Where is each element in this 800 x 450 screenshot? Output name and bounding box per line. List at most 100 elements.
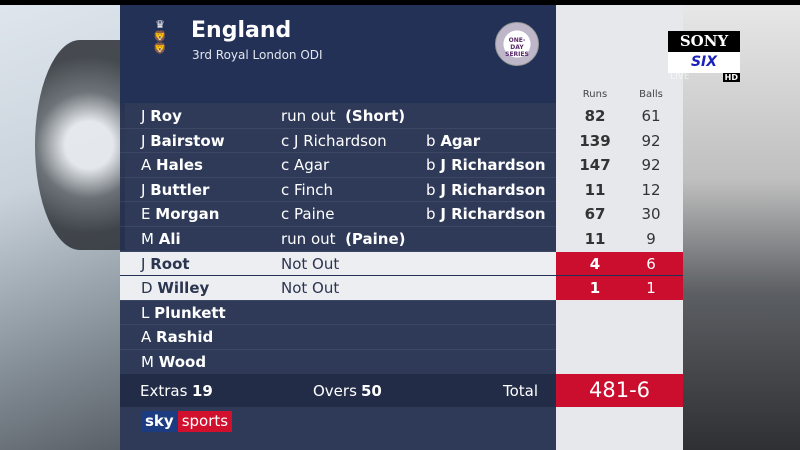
balls-value: 92 bbox=[641, 131, 661, 150]
batter-initial: A bbox=[141, 328, 152, 347]
batter-row: E Morgan c Paine b J Richardson 67 30 bbox=[120, 202, 683, 227]
bowler-name: J Richardson bbox=[440, 156, 546, 175]
batter-name: M Wood bbox=[141, 353, 206, 371]
dismissal: run out (Short) bbox=[281, 107, 405, 125]
balls-value: 12 bbox=[641, 180, 661, 199]
batter-row: M Wood bbox=[120, 350, 683, 375]
runs-value: 1 bbox=[589, 279, 601, 298]
batter-name: E Morgan bbox=[141, 205, 219, 223]
runs-value: 147 bbox=[579, 156, 611, 175]
dismissal: c Paine bbox=[281, 205, 339, 223]
batter-initial: A bbox=[141, 156, 152, 175]
sony-text: SONY bbox=[668, 31, 740, 52]
dismissal-text: Not Out bbox=[281, 254, 340, 273]
series-badge-logo: ONE-DAY SERIES bbox=[495, 22, 539, 66]
overs-label: Overs bbox=[313, 382, 357, 400]
background-stadium-left bbox=[0, 0, 125, 450]
dismissal-text: c Finch bbox=[281, 180, 333, 199]
overs-value: 50 bbox=[361, 382, 382, 400]
balls-value: 1 bbox=[646, 279, 656, 298]
scorecard-header: ♛ 🦁 🦁 England 3rd Royal London ODI ONE-DAY… bbox=[120, 5, 556, 103]
balls-value: 30 bbox=[641, 205, 661, 224]
dismissal bbox=[281, 353, 286, 371]
dismissal bbox=[281, 328, 286, 346]
batter-name: J Buttler bbox=[141, 181, 209, 199]
batter-row: J Bairstow c J Richardson b Agar 139 92 bbox=[120, 129, 683, 154]
batter-initial: J bbox=[141, 254, 146, 273]
batter-row: J Buttler c Finch b J Richardson 11 12 bbox=[120, 178, 683, 203]
batter-row: D Willey Not Out 1 1 bbox=[120, 276, 683, 301]
scorecard-panel: ♛ 🦁 🦁 England 3rd Royal London ODI ONE-DAY… bbox=[120, 5, 683, 450]
batter-surname: Roy bbox=[150, 107, 182, 125]
sky-sports-logo: sky sports bbox=[141, 411, 233, 432]
series-badge-text: ONE-DAY SERIES bbox=[505, 36, 529, 58]
batter-row: A Rashid bbox=[120, 325, 683, 350]
batter-row: M Ali run out (Paine) 11 9 bbox=[120, 227, 683, 252]
highlight-bg bbox=[120, 276, 556, 300]
batter-name: J Bairstow bbox=[141, 132, 225, 150]
bowler-prefix: b bbox=[426, 131, 436, 150]
balls-value: 6 bbox=[646, 254, 656, 273]
six-text: SIX bbox=[668, 52, 740, 73]
background-stadium-right bbox=[683, 0, 800, 450]
batter-row: J Root Not Out 4 6 bbox=[120, 251, 683, 277]
batter-initial: M bbox=[141, 353, 154, 371]
sony-six-logo: SONY SIX LIVE HD bbox=[668, 31, 740, 84]
match-subtitle: 3rd Royal London ODI bbox=[192, 48, 323, 62]
batter-initial: E bbox=[141, 205, 151, 224]
hd-badge: HD bbox=[722, 73, 740, 82]
total-label: Total bbox=[503, 382, 539, 400]
dismissal: c J Richardson bbox=[281, 132, 391, 150]
batter-surname: Buttler bbox=[150, 180, 210, 199]
balls-value: 61 bbox=[641, 107, 661, 125]
dismissal: c Finch bbox=[281, 181, 338, 199]
dismissal-fielder: (Short) bbox=[345, 107, 406, 125]
batter-surname: Root bbox=[150, 254, 190, 273]
batter-row: J Roy run out (Short) 82 61 bbox=[120, 104, 683, 129]
top-letterbox bbox=[0, 0, 800, 5]
bowler: b J Richardson bbox=[426, 181, 546, 199]
runs-value: 67 bbox=[584, 205, 606, 224]
dismissal-text: Not Out bbox=[281, 279, 340, 298]
runs-value: 11 bbox=[584, 230, 606, 248]
runs-value: 11 bbox=[584, 180, 606, 199]
batter-row: L Plunkett bbox=[120, 301, 683, 326]
runs-value: 4 bbox=[589, 254, 601, 273]
bowler: b Agar bbox=[426, 132, 480, 150]
batter-initial: D bbox=[141, 279, 153, 298]
bowler-prefix: b bbox=[426, 156, 436, 175]
batter-name: M Ali bbox=[141, 230, 181, 248]
bowler-prefix: b bbox=[426, 205, 436, 224]
highlight-bg bbox=[120, 251, 556, 276]
batter-surname: Hales bbox=[156, 156, 203, 175]
dismissal-fielder: (Paine) bbox=[345, 230, 406, 248]
dismissal: c Agar bbox=[281, 156, 334, 174]
scorecard-footer: Extras 19 Overs 50 Total bbox=[120, 374, 556, 407]
bowler: b J Richardson bbox=[426, 156, 546, 174]
batter-name: J Root bbox=[141, 255, 190, 273]
batter-name: L Plunkett bbox=[141, 304, 226, 322]
highlight-score-bg bbox=[556, 276, 683, 300]
team-title: England bbox=[191, 18, 292, 43]
batter-name: A Rashid bbox=[141, 328, 213, 346]
ecb-crest-icon: ♛ 🦁 🦁 bbox=[153, 18, 167, 55]
batter-surname: Rashid bbox=[156, 328, 214, 347]
batter-name: J Roy bbox=[141, 107, 182, 125]
batter-surname: Ali bbox=[158, 230, 181, 248]
dismissal: Not Out bbox=[281, 255, 344, 273]
sports-logo-text: sports bbox=[177, 411, 233, 432]
dismissal-text: c J Richardson bbox=[281, 131, 387, 150]
dismissal: run out (Paine) bbox=[281, 230, 405, 248]
dismissal bbox=[281, 304, 286, 322]
extras-value: 19 bbox=[192, 382, 213, 400]
balls-value: 92 bbox=[641, 156, 661, 175]
dismissal-text: c Paine bbox=[281, 205, 335, 224]
batter-surname: Willey bbox=[157, 279, 210, 298]
batter-initial: J bbox=[141, 131, 146, 150]
balls-value: 9 bbox=[646, 230, 656, 248]
dismissal-text: c Agar bbox=[281, 156, 330, 175]
batter-name: D Willey bbox=[141, 279, 209, 297]
batter-initial: L bbox=[141, 303, 150, 322]
sky-logo-text: sky bbox=[141, 411, 178, 432]
batter-surname: Bairstow bbox=[150, 131, 225, 150]
